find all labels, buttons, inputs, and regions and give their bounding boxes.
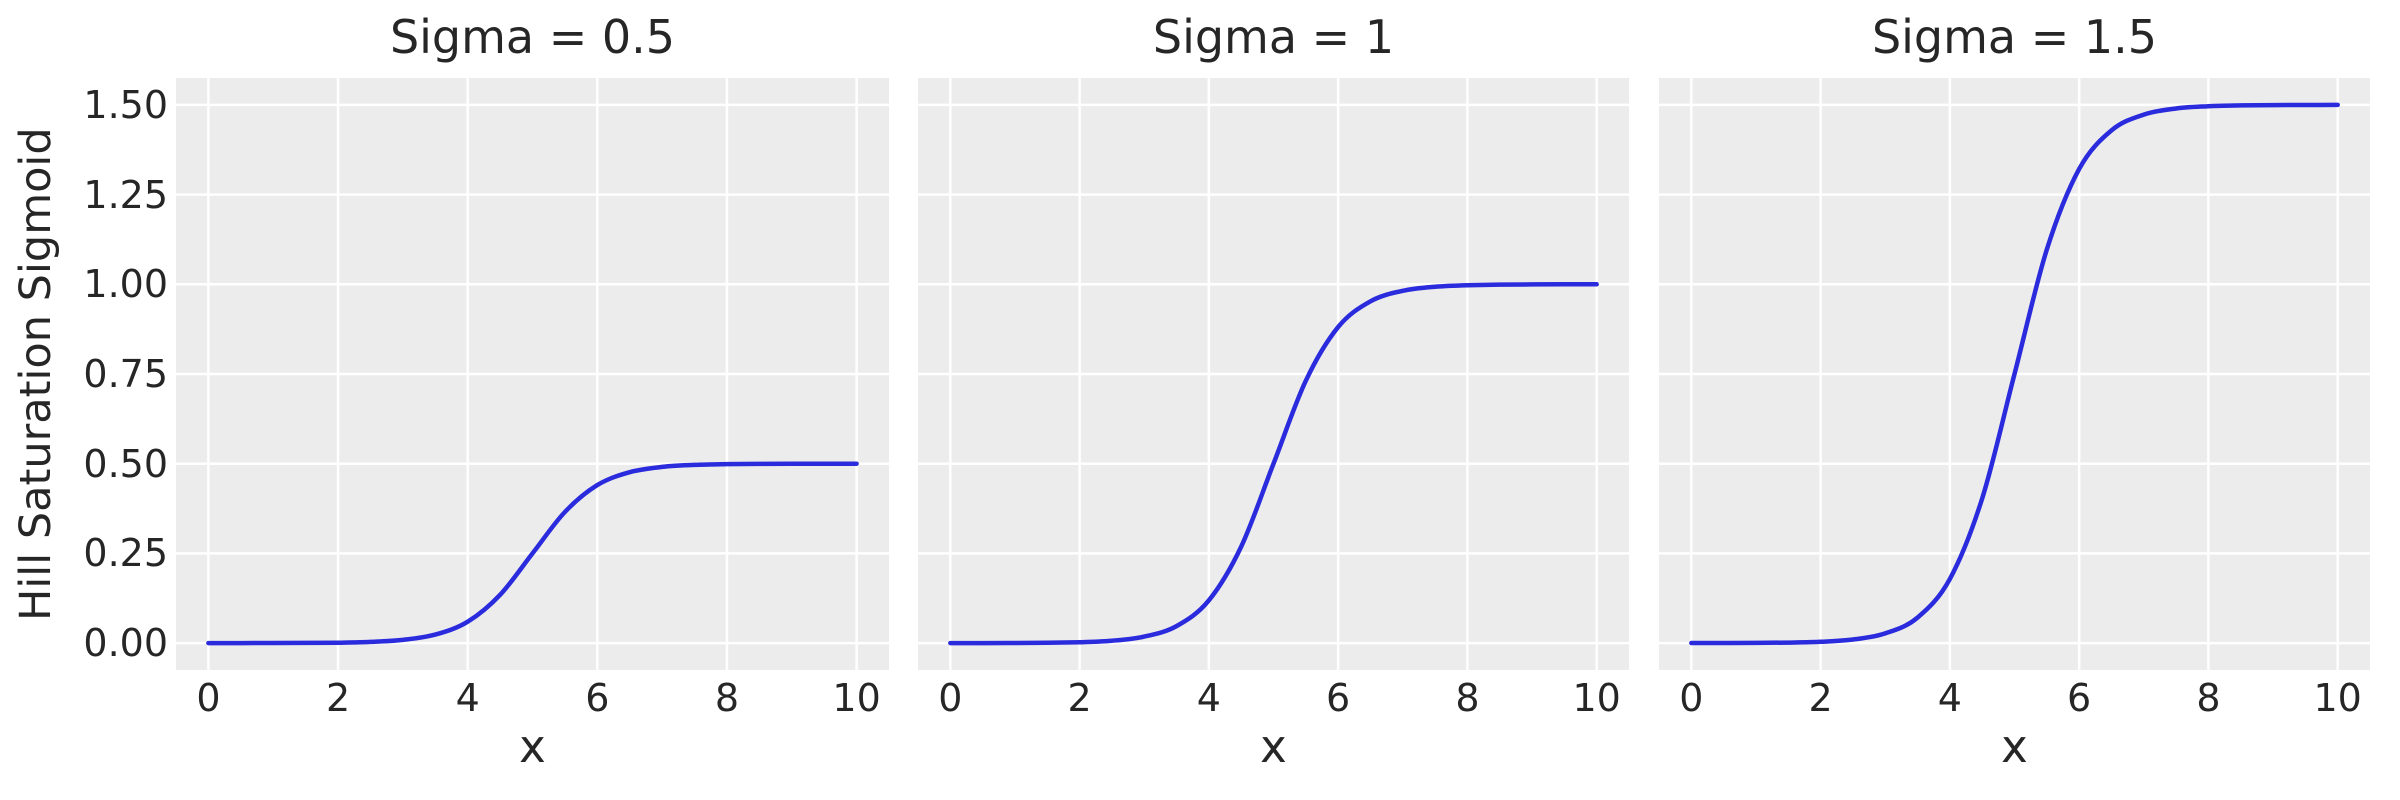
x-tick-labels: 0 2 4 6 8 10 xyxy=(176,670,889,720)
x-tick-label: 6 xyxy=(1326,676,1351,720)
plot-area xyxy=(1659,78,2370,670)
x-tick-label: 4 xyxy=(1937,676,1962,720)
x-tick-label: 8 xyxy=(2196,676,2221,720)
sigmoid-line xyxy=(206,461,859,646)
subplot-title: Sigma = 0.5 xyxy=(389,10,676,64)
x-tick-label: 10 xyxy=(2313,676,2362,720)
x-tick-labels: 0 2 4 6 8 10 xyxy=(1659,670,2370,720)
x-tick-label: 2 xyxy=(1808,676,1833,720)
x-tick-label: 8 xyxy=(714,676,740,720)
y-tick-label: 0.75 xyxy=(83,352,168,396)
x-tick-label: 2 xyxy=(1067,676,1092,720)
y-tick-label: 1.00 xyxy=(83,262,168,307)
x-tick-label: 0 xyxy=(1679,676,1704,720)
x-tick-label: 10 xyxy=(832,676,881,720)
x-tick-label: 0 xyxy=(938,676,963,720)
subplot-title: Sigma = 1 xyxy=(1152,10,1395,64)
x-tick-label: 8 xyxy=(1455,676,1480,720)
plot-area xyxy=(176,78,889,670)
x-tick-label: 2 xyxy=(325,676,351,720)
y-tick-label: 1.50 xyxy=(83,82,168,127)
y-tick-label: 0.00 xyxy=(83,621,168,666)
x-axis-label: x xyxy=(519,720,546,773)
subplot-title: Sigma = 1.5 xyxy=(1871,10,2158,64)
x-tick-label: 0 xyxy=(196,676,221,720)
plot-area xyxy=(918,78,1629,670)
x-axis-label: x xyxy=(1260,720,1287,773)
x-tick-label: 6 xyxy=(585,676,610,720)
y-axis-label: Hill Saturation Sigmoid xyxy=(11,127,61,621)
x-tick-label: 10 xyxy=(1572,676,1621,720)
sigmoid-line xyxy=(948,282,1599,646)
y-tick-label: 0.50 xyxy=(83,441,168,486)
subplot-sigma-0-5: Sigma = 0.5 0 2 4 6 8 10 x xyxy=(176,10,889,771)
subplot-sigma-1: Sigma = 1 0 2 4 6 8 10 x xyxy=(918,10,1629,771)
x-tick-label: 4 xyxy=(1196,676,1221,720)
sigmoid-line xyxy=(1689,102,2340,646)
x-tick-label: 6 xyxy=(2067,676,2092,720)
y-tick-label: 1.25 xyxy=(83,172,168,217)
y-tick-label: 0.25 xyxy=(83,531,168,576)
x-axis-label: x xyxy=(2001,720,2028,773)
subplot-sigma-1-5: Sigma = 1.5 0 2 4 6 8 10 x xyxy=(1659,10,2370,771)
x-tick-label: 4 xyxy=(455,676,480,720)
x-tick-labels: 0 2 4 6 8 10 xyxy=(918,670,1629,720)
